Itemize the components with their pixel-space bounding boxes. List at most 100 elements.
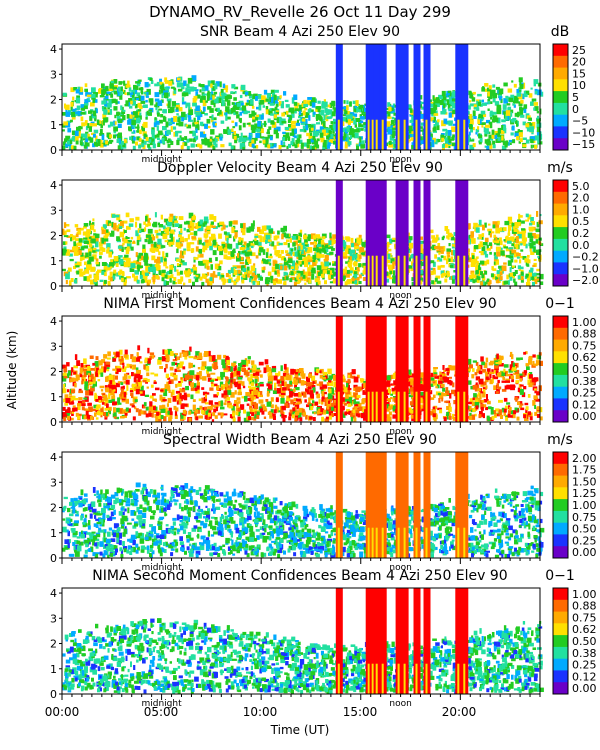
return-cell (526, 115, 531, 119)
midnight-label: midnight (142, 291, 183, 301)
return-cell (80, 116, 84, 122)
return-cell (323, 371, 328, 376)
return-cell (346, 269, 350, 274)
return-cell (511, 412, 516, 419)
return-cell (538, 256, 541, 261)
return-cell (329, 281, 333, 284)
return-cell (535, 398, 541, 402)
return-cell (435, 120, 439, 126)
return-cell (392, 275, 396, 280)
return-cell (261, 259, 265, 264)
return-cell (446, 271, 450, 276)
return-cell (139, 228, 145, 233)
return-cell (435, 102, 440, 107)
return-cell (69, 140, 73, 145)
return-cell (155, 102, 160, 108)
panel: SNR Beam 4 Azi 250 Elev 90 dB01234midnigh… (50, 24, 595, 165)
return-cell (75, 233, 79, 238)
return-cell (316, 106, 322, 110)
echo-column (413, 180, 421, 286)
return-cell (273, 245, 277, 250)
return-cell (209, 223, 213, 228)
return-cell (498, 88, 504, 95)
return-cell (236, 265, 242, 269)
return-cell (274, 250, 279, 256)
return-cell (453, 270, 458, 273)
return-cell (135, 230, 139, 237)
echo-core (403, 255, 406, 286)
return-cell (94, 367, 98, 372)
return-cell (511, 125, 515, 131)
return-cell (89, 115, 93, 121)
return-cell (233, 86, 239, 90)
return-cell (167, 377, 171, 380)
colorbar-tick-label: 0.0 (572, 239, 590, 252)
return-cell (298, 104, 302, 110)
return-cell (505, 415, 510, 418)
return-cell (391, 239, 396, 242)
return-cell (70, 235, 73, 242)
y-tick-label: 3 (50, 68, 57, 81)
return-cell (80, 227, 84, 231)
colorbar-swatch (553, 203, 568, 216)
return-cell (511, 243, 515, 247)
return-cell (353, 119, 357, 125)
echo-core (425, 119, 428, 150)
return-cell (70, 119, 73, 123)
return-cell (320, 137, 324, 141)
return-cell (468, 119, 473, 124)
return-cell (516, 136, 520, 141)
return-cell (475, 128, 480, 133)
return-cell (74, 246, 77, 252)
return-cell (307, 100, 312, 105)
return-cell (99, 251, 103, 255)
return-cell (484, 133, 488, 137)
return-cell (443, 369, 446, 372)
return-cell (243, 110, 248, 114)
return-cell (159, 81, 163, 85)
return-cell (211, 383, 216, 387)
return-cell (158, 224, 164, 228)
return-cell (210, 129, 215, 135)
return-cell (362, 262, 367, 268)
return-cell (443, 378, 449, 383)
return-cell (307, 97, 312, 100)
return-cell (238, 240, 241, 243)
return-cell (240, 228, 245, 231)
echo-column (455, 180, 463, 286)
figure-title: DYNAMO_RV_Revelle 26 Oct 11 Day 299 (149, 3, 451, 22)
return-cell (200, 98, 203, 103)
return-cell (283, 225, 287, 232)
return-cell (112, 368, 117, 371)
return-cell (172, 280, 176, 285)
return-cell (239, 237, 244, 243)
return-cell (495, 276, 499, 281)
return-cell (440, 255, 444, 258)
return-cell (122, 256, 128, 261)
return-cell (308, 279, 312, 284)
return-cell (87, 123, 90, 129)
return-cell (525, 243, 528, 249)
return-cell (452, 275, 456, 280)
return-cell (507, 229, 510, 233)
return-cell (105, 85, 109, 92)
return-cell (259, 128, 264, 134)
return-cell (443, 255, 447, 261)
return-cell (334, 240, 338, 244)
return-cell (231, 102, 235, 105)
return-cell (522, 144, 527, 148)
return-cell (312, 258, 317, 263)
return-cell (127, 80, 130, 87)
return-cell (141, 139, 145, 144)
return-cell (435, 98, 441, 104)
return-cell (439, 371, 442, 377)
return-cell (242, 137, 247, 143)
return-cell (477, 93, 482, 97)
return-cell (435, 97, 440, 100)
return-cell (131, 101, 136, 106)
return-cell (483, 399, 489, 403)
colorbar-tick-label: 2.0 (572, 192, 590, 205)
return-cell (95, 356, 99, 361)
return-cell (265, 136, 269, 142)
return-cell (347, 279, 352, 284)
